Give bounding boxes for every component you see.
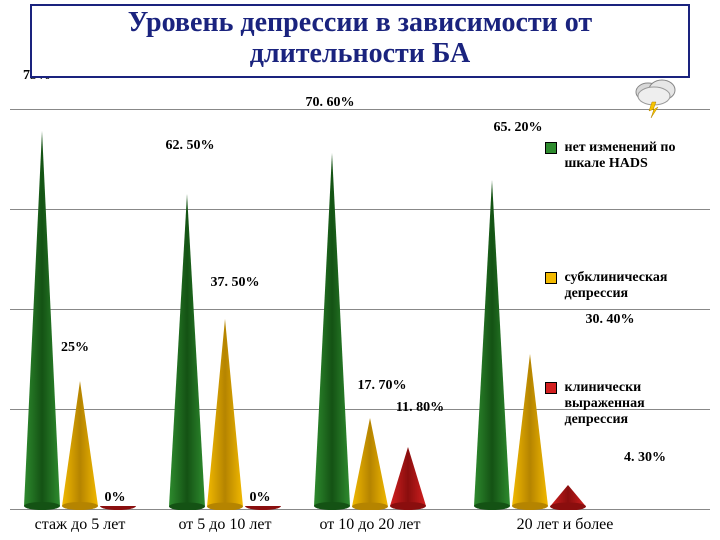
value-label: 62. 50% xyxy=(166,138,215,154)
data-cone xyxy=(100,506,136,510)
legend-item: клинически выраженная депрессия xyxy=(545,380,710,428)
legend-item: субклиническая депрессия xyxy=(545,270,710,302)
data-cone xyxy=(352,418,388,511)
plot-region xyxy=(10,80,550,510)
data-cone xyxy=(512,354,548,510)
chart-title: Уровень депрессии в зависимости от длите… xyxy=(40,8,680,70)
value-label: 37. 50% xyxy=(211,275,260,291)
storm-cloud-icon xyxy=(632,78,680,123)
value-label: 0% xyxy=(105,490,126,506)
data-cone xyxy=(474,180,510,510)
data-cone xyxy=(314,153,350,510)
legend-label: субклиническая депрессия xyxy=(565,270,705,302)
legend-swatch xyxy=(545,142,557,154)
chart-title-box: Уровень депрессии в зависимости от длите… xyxy=(30,4,690,78)
data-cone xyxy=(390,447,426,510)
legend-label: нет изменений по шкале HADS xyxy=(565,140,705,172)
data-cone xyxy=(207,319,243,511)
value-label: 0% xyxy=(250,490,271,506)
legend-label: клинически выраженная депрессия xyxy=(565,380,705,428)
legend-swatch xyxy=(545,382,557,394)
value-label: 17. 70% xyxy=(358,378,407,394)
data-cone xyxy=(62,381,98,510)
data-cone xyxy=(550,485,586,511)
chart-area: 75% 25% 0% 62. 50% 37. 50% 0% 70. 60% 17… xyxy=(10,80,710,510)
x-axis-label: от 10 до 20 лет xyxy=(320,516,421,534)
data-cone xyxy=(24,131,60,510)
value-label: 25% xyxy=(61,340,89,356)
value-label: 4. 30% xyxy=(624,450,666,466)
value-label: 30. 40% xyxy=(586,312,635,328)
gridline xyxy=(10,309,710,310)
data-cone xyxy=(169,194,205,511)
data-cone xyxy=(245,506,281,510)
x-axis-label: стаж до 5 лет xyxy=(35,516,126,534)
legend-item: нет изменений по шкале HADS xyxy=(545,140,710,172)
x-axis-label: 20 лет и более xyxy=(517,516,614,534)
value-label: 70. 60% xyxy=(306,95,355,111)
value-label: 11. 80% xyxy=(396,400,444,416)
legend-swatch xyxy=(545,272,557,284)
gridline xyxy=(10,209,710,210)
x-axis-label: от 5 до 10 лет xyxy=(179,516,272,534)
gridline xyxy=(10,109,710,110)
value-label: 65. 20% xyxy=(494,120,543,136)
